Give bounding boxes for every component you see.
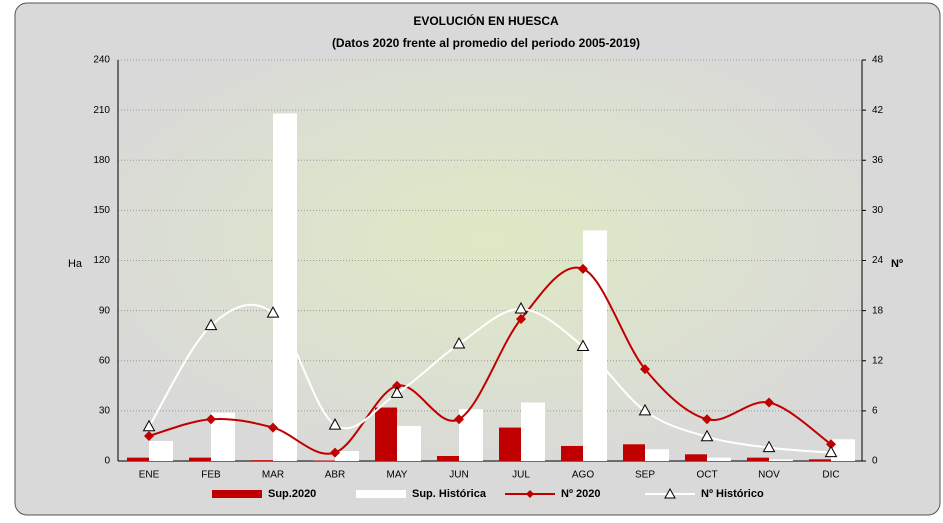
y-tick-label: 30 — [99, 406, 111, 417]
x-tick-label: SEP — [635, 470, 655, 481]
legend-marker — [664, 487, 676, 499]
marker — [266, 306, 280, 318]
y-tick-label: 240 — [93, 55, 110, 66]
x-tick-label: DIC — [822, 470, 839, 481]
bar — [623, 444, 645, 461]
chart-subtitle: (Datos 2020 frente al promedio del perio… — [332, 36, 640, 50]
bar — [273, 113, 297, 461]
bar — [437, 455, 459, 461]
marker — [826, 439, 836, 450]
x-tick-label: MAY — [387, 470, 408, 481]
y-tick-label: 150 — [93, 205, 110, 216]
marker — [392, 380, 402, 391]
bar — [335, 450, 359, 461]
marker — [824, 445, 838, 458]
y2-tick-label: 30 — [872, 205, 884, 216]
marker — [390, 386, 404, 398]
bar — [375, 407, 397, 461]
bar — [831, 439, 855, 461]
x-tick-label: AGO — [572, 470, 594, 481]
bar — [747, 457, 769, 461]
y2-axis-label: Nº — [891, 258, 903, 270]
marker — [516, 313, 526, 324]
x-tick-label: JUN — [449, 470, 468, 481]
legend-label: Sup.2020 — [268, 488, 316, 500]
y2-tick-label: 48 — [872, 55, 884, 66]
y2-tick-label: 0 — [872, 456, 878, 467]
legend-swatch — [212, 490, 262, 498]
x-tick-label: FEB — [201, 470, 221, 481]
legend-label: Sup. Histórica — [412, 488, 487, 500]
y-tick-label: 60 — [99, 355, 111, 366]
bar — [707, 457, 731, 461]
marker — [142, 419, 156, 432]
bar — [149, 440, 173, 461]
y-tick-label: 210 — [93, 105, 110, 116]
bar — [521, 402, 545, 461]
marker — [578, 263, 588, 274]
bar — [583, 230, 607, 461]
bar — [459, 409, 483, 461]
y-tick-label: 180 — [93, 155, 110, 166]
marker — [762, 440, 776, 453]
marker — [206, 414, 216, 425]
marker — [328, 418, 342, 430]
x-tick-label: NOV — [758, 470, 780, 481]
y-tick-label: 90 — [99, 305, 111, 316]
x-tick-label: ABR — [325, 470, 346, 481]
marker — [702, 414, 712, 425]
marker — [204, 318, 218, 331]
x-tick-label: OCT — [696, 470, 717, 481]
marker — [764, 397, 774, 408]
legend-label: Nº Histórico — [701, 488, 764, 500]
bar — [189, 457, 211, 461]
bar — [499, 427, 521, 461]
chart-title: EVOLUCIÓN EN HUESCA — [413, 13, 559, 28]
marker — [700, 429, 714, 442]
legend-label: Nº 2020 — [561, 488, 601, 500]
bar — [685, 454, 707, 461]
marker — [330, 447, 340, 458]
marker — [638, 403, 652, 416]
bar — [127, 457, 149, 461]
marker — [640, 364, 650, 375]
y2-tick-label: 24 — [872, 255, 884, 266]
x-tick-label: JUL — [512, 470, 530, 481]
bar — [645, 449, 669, 461]
y-tick-label: 0 — [104, 456, 110, 467]
marker — [268, 422, 278, 433]
bar — [809, 459, 831, 461]
bar — [397, 425, 421, 461]
marker — [576, 339, 590, 352]
bar — [313, 460, 335, 461]
y2-tick-label: 36 — [872, 155, 884, 166]
bar — [251, 460, 273, 461]
y2-tick-label: 42 — [872, 105, 884, 116]
bar — [211, 412, 235, 461]
marker — [452, 337, 466, 349]
marker — [144, 430, 154, 441]
legend-marker — [526, 490, 534, 498]
legend-swatch — [356, 490, 406, 498]
y-axis-label: Ha — [68, 258, 83, 270]
y-tick-label: 120 — [93, 255, 110, 266]
x-tick-label: ENE — [139, 470, 160, 481]
bar — [769, 459, 793, 461]
x-tick-label: MAR — [262, 470, 284, 481]
bar — [561, 445, 583, 461]
y2-tick-label: 6 — [872, 406, 878, 417]
marker — [454, 414, 464, 425]
marker — [514, 301, 528, 314]
y2-tick-label: 12 — [872, 355, 884, 366]
y2-tick-label: 18 — [872, 305, 884, 316]
